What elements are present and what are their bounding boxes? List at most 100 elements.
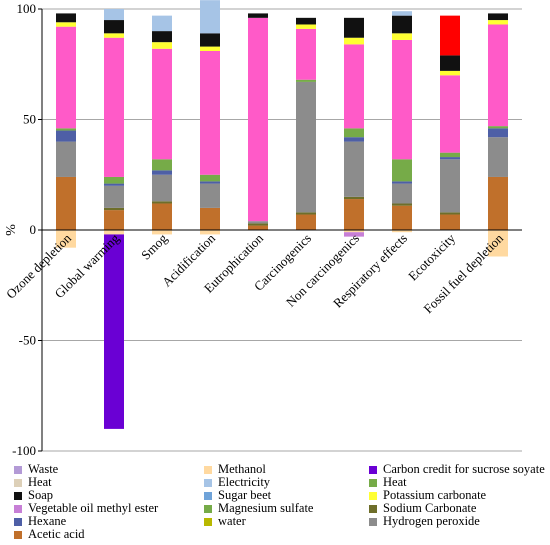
bar-segment xyxy=(200,50,220,175)
bar-segment xyxy=(56,26,76,129)
bar-segment xyxy=(104,207,124,211)
bar-segment xyxy=(104,234,124,429)
bar-segment xyxy=(152,42,172,49)
legend-label: water xyxy=(218,514,246,528)
bar-segment xyxy=(440,157,460,160)
legend-item: Hydrogen peroxide xyxy=(369,515,480,528)
bar-segment xyxy=(104,185,124,208)
bar-segment xyxy=(200,0,220,34)
category-label: Smog xyxy=(138,230,170,262)
bar-segment xyxy=(488,126,508,129)
bar-segment xyxy=(104,183,124,186)
bar-segment xyxy=(296,79,316,82)
bar-segment xyxy=(296,28,316,80)
bar-segment xyxy=(152,48,172,160)
bar-segment xyxy=(296,81,316,213)
legend-label: Waste xyxy=(28,462,59,476)
bar-segment xyxy=(440,15,460,56)
bar-segment xyxy=(344,199,364,230)
legend-item: Methanol xyxy=(204,463,266,476)
bar-segment xyxy=(56,230,76,248)
bar-segment xyxy=(104,37,124,177)
bar-segment xyxy=(296,214,316,230)
bar-segment xyxy=(440,212,460,215)
bar-segment xyxy=(200,46,220,51)
bar-segment xyxy=(200,230,220,235)
legend-label: Carbon credit for sucrose soyate xyxy=(383,462,545,476)
category-label: Fossil fuel depletion xyxy=(420,230,506,316)
y-axis-label: % xyxy=(2,224,17,236)
legend-item: Electricity xyxy=(204,476,270,489)
legend-swatch xyxy=(14,530,22,539)
bar-segment xyxy=(152,201,172,204)
legend-swatch xyxy=(369,517,377,526)
bar-segment xyxy=(104,176,124,184)
bar-segment xyxy=(488,24,508,127)
bar-segment xyxy=(104,230,124,235)
legend-label: Hydrogen peroxide xyxy=(383,514,480,528)
bar-segment xyxy=(344,37,364,45)
bar-segment xyxy=(392,230,412,233)
legend-swatch xyxy=(14,491,22,500)
legend-swatch xyxy=(369,465,377,474)
legend-label: Heat xyxy=(28,475,52,489)
bar-segment xyxy=(104,9,124,21)
bar-segment xyxy=(56,128,76,131)
legend-item: Heat xyxy=(369,476,407,489)
bar-segment xyxy=(56,141,76,177)
legend-item: water xyxy=(204,515,246,528)
legend-swatch xyxy=(204,504,212,513)
legend-item: Hexane xyxy=(14,515,66,528)
bar-segment xyxy=(440,70,460,76)
bar-segment xyxy=(248,223,268,226)
y-tick-label: -100 xyxy=(12,443,36,458)
legend-label: Methanol xyxy=(218,462,266,476)
legend-label: Potassium carbonate xyxy=(383,488,487,502)
legend-label: Electricity xyxy=(218,475,271,489)
bar-segment xyxy=(104,20,124,34)
bar-segment xyxy=(296,24,316,29)
bar-segment xyxy=(440,159,460,213)
legend-label: Soap xyxy=(28,488,53,502)
legend-swatch xyxy=(369,478,377,487)
legend-label: Acetic acid xyxy=(28,527,85,541)
bar-segment xyxy=(152,174,172,202)
bar-segment xyxy=(392,39,412,160)
bar-segment xyxy=(152,203,172,230)
legend-label: Heat xyxy=(383,475,407,489)
legend-swatch xyxy=(369,504,377,513)
legend-item: Potassium carbonate xyxy=(369,489,486,502)
y-tick-labels: 100 50 0 -50 -100 xyxy=(12,1,42,458)
bars xyxy=(56,0,508,429)
bar-segment xyxy=(392,159,412,182)
legend-item: Soap xyxy=(14,489,53,502)
bar-segment xyxy=(440,214,460,230)
legend-swatch xyxy=(204,517,212,526)
legend-swatch xyxy=(204,491,212,500)
bar-segment xyxy=(392,205,412,230)
bar-segment xyxy=(440,75,460,153)
legend-label: Sodium Carbonate xyxy=(383,501,477,515)
bar-segment xyxy=(392,203,412,206)
bar-segment xyxy=(344,17,364,38)
bar-segment xyxy=(248,221,268,224)
bar-segment xyxy=(392,11,412,16)
legend-swatch xyxy=(14,517,22,526)
bar-segment xyxy=(296,212,316,215)
legend-item: Heat xyxy=(14,476,52,489)
bar-segment xyxy=(56,13,76,23)
bar-segment xyxy=(488,176,508,230)
bar-segment xyxy=(200,181,220,184)
bar-segment xyxy=(152,159,172,171)
bar-segment xyxy=(200,174,220,182)
bar-segment xyxy=(392,181,412,184)
bar-segment xyxy=(344,232,364,237)
bar-segment xyxy=(488,137,508,177)
bar-segment xyxy=(152,230,172,235)
bar-segment xyxy=(392,33,412,40)
bar-segment xyxy=(344,137,364,142)
bar-segment xyxy=(344,196,364,200)
bar-segment xyxy=(200,33,220,47)
